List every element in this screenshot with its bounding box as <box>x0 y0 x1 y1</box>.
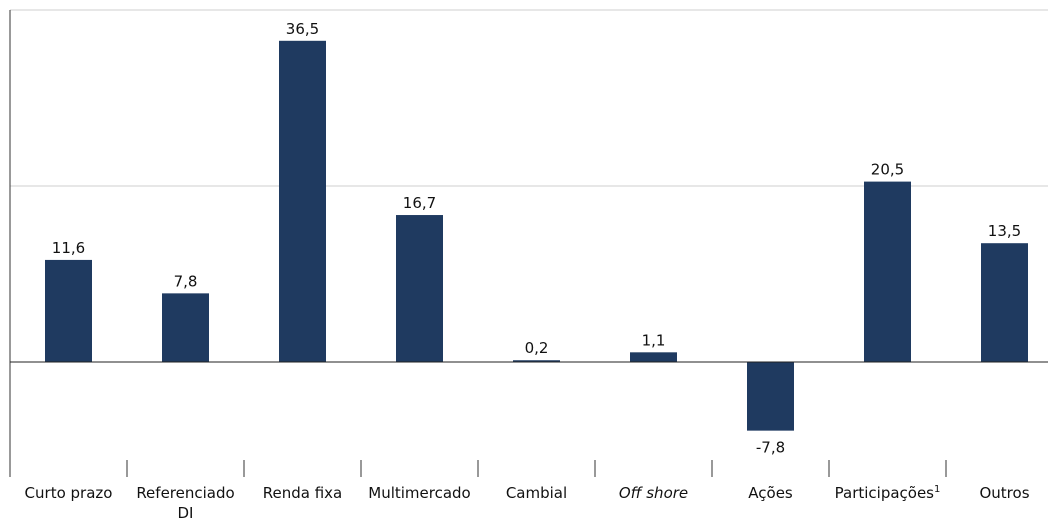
category-label-6: Ações <box>748 484 793 502</box>
bar-0 <box>45 259 92 362</box>
category-label-0: Curto prazo <box>25 484 113 502</box>
category-label-1: Referenciado DI <box>136 484 234 522</box>
bars <box>45 40 1028 431</box>
value-label-6: -7,8 <box>756 439 785 457</box>
category-label-8: Outros <box>979 484 1029 502</box>
value-labels: 11,6 7,8 36,5 16,7 0,2 1,1 -7,8 20,5 13,5 <box>52 20 1021 457</box>
category-label-7: Participações1 <box>835 484 941 502</box>
value-label-4: 0,2 <box>525 339 549 357</box>
category-labels: Curto prazo Referenciado DI Renda fixa Multi… <box>25 484 1030 522</box>
bar-3 <box>396 215 443 362</box>
bar-1 <box>162 293 209 362</box>
bar-6 <box>747 362 794 431</box>
bar-5 <box>630 352 677 362</box>
bar-4 <box>513 360 560 363</box>
value-label-1: 7,8 <box>174 272 198 290</box>
value-label-3: 16,7 <box>403 194 436 212</box>
category-label-5: Off shore <box>619 484 688 502</box>
value-label-5: 1,1 <box>642 331 666 349</box>
category-label-4: Cambial <box>506 484 567 502</box>
bar-7 <box>864 181 911 362</box>
category-label-2: Renda fixa <box>263 484 342 502</box>
bar-8 <box>981 243 1028 362</box>
gridlines <box>10 9 1048 187</box>
value-label-8: 13,5 <box>988 222 1021 240</box>
axes <box>9 10 1048 477</box>
value-label-0: 11,6 <box>52 239 85 257</box>
value-label-7: 20,5 <box>871 161 904 179</box>
category-label-3: Multimercado <box>368 484 470 502</box>
bar-2 <box>279 40 326 363</box>
value-label-2: 36,5 <box>286 20 319 38</box>
